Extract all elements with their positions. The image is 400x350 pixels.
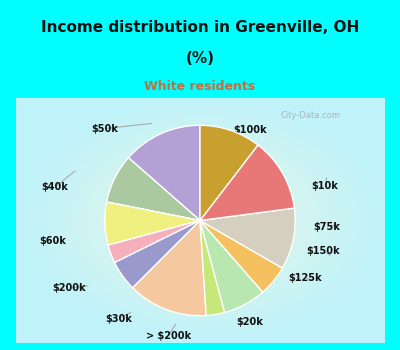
Wedge shape	[200, 125, 258, 220]
Text: $50k: $50k	[91, 124, 118, 134]
Text: $75k: $75k	[314, 222, 340, 232]
Wedge shape	[200, 208, 295, 268]
Wedge shape	[200, 220, 225, 315]
Wedge shape	[107, 158, 200, 220]
Wedge shape	[200, 220, 282, 292]
Text: $150k: $150k	[306, 246, 340, 256]
Text: $125k: $125k	[288, 273, 322, 283]
Wedge shape	[108, 220, 200, 262]
Text: $30k: $30k	[106, 314, 132, 323]
Text: $60k: $60k	[39, 236, 66, 246]
Text: White residents: White residents	[144, 80, 256, 93]
Text: Income distribution in Greenville, OH: Income distribution in Greenville, OH	[41, 20, 359, 35]
Text: $200k: $200k	[52, 283, 86, 293]
Wedge shape	[128, 125, 200, 220]
Text: $20k: $20k	[236, 317, 263, 327]
Wedge shape	[115, 220, 200, 288]
Wedge shape	[200, 145, 294, 220]
Text: > $200k: > $200k	[146, 331, 191, 341]
Text: $40k: $40k	[41, 182, 68, 192]
Text: City-Data.com: City-Data.com	[281, 111, 341, 120]
Text: $100k: $100k	[233, 125, 266, 135]
Wedge shape	[200, 220, 263, 313]
Text: (%): (%)	[186, 51, 214, 66]
Wedge shape	[133, 220, 206, 316]
Wedge shape	[105, 202, 200, 245]
Text: $10k: $10k	[312, 181, 338, 191]
